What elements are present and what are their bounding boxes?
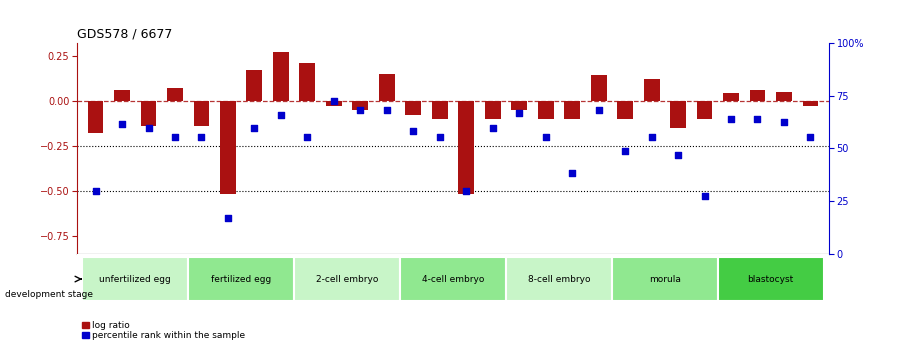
Point	[698, 193, 712, 199]
Bar	[723, 93, 739, 101]
Text: 4-cell embryo: 4-cell embryo	[422, 275, 484, 284]
Bar	[294, 257, 400, 301]
Point	[644, 134, 659, 139]
Bar	[485, 101, 501, 119]
Bar	[326, 101, 342, 106]
Bar	[88, 101, 103, 133]
Point	[406, 128, 420, 134]
Point	[300, 134, 314, 139]
Point	[486, 125, 500, 130]
Bar	[194, 101, 209, 126]
Point	[776, 119, 791, 125]
Bar	[718, 257, 824, 301]
Point	[353, 107, 368, 112]
Point	[618, 148, 632, 154]
Text: 8-cell embryo: 8-cell embryo	[527, 275, 590, 284]
Bar	[405, 101, 421, 115]
Bar	[379, 74, 395, 101]
Point	[512, 110, 526, 116]
Bar	[299, 63, 315, 101]
Bar	[591, 76, 607, 101]
Bar	[670, 101, 686, 128]
Text: development stage: development stage	[5, 290, 92, 299]
Text: unfertilized egg: unfertilized egg	[100, 275, 171, 284]
Bar	[612, 257, 718, 301]
Bar	[82, 257, 188, 301]
Text: fertilized egg: fertilized egg	[211, 275, 271, 284]
Bar	[803, 101, 818, 106]
Bar	[749, 90, 766, 101]
Bar	[564, 101, 580, 119]
Bar	[114, 90, 130, 101]
Point	[141, 125, 156, 130]
Legend: log ratio, percentile rank within the sample: log ratio, percentile rank within the sa…	[82, 321, 246, 341]
Point	[326, 98, 341, 104]
Point	[538, 134, 553, 139]
Bar	[458, 101, 474, 194]
Bar	[538, 101, 554, 119]
Bar	[432, 101, 448, 119]
Point	[565, 170, 580, 175]
Bar	[352, 101, 368, 110]
Point	[168, 134, 182, 139]
Bar	[273, 52, 289, 101]
Text: morula: morula	[649, 275, 680, 284]
Point	[221, 215, 236, 220]
Point	[804, 134, 818, 139]
Bar	[643, 79, 660, 101]
Point	[88, 188, 102, 193]
Point	[247, 125, 262, 130]
Bar	[167, 88, 183, 101]
Point	[194, 134, 208, 139]
Point	[115, 121, 130, 127]
Point	[670, 152, 685, 157]
Bar	[140, 101, 157, 126]
Point	[274, 112, 288, 118]
Bar	[220, 101, 236, 194]
Bar	[188, 257, 294, 301]
Point	[750, 116, 765, 121]
Text: blastocyst: blastocyst	[747, 275, 794, 284]
Text: GDS578 / 6677: GDS578 / 6677	[77, 28, 172, 41]
Bar	[511, 101, 527, 110]
Text: 2-cell embryo: 2-cell embryo	[316, 275, 379, 284]
Bar	[246, 70, 263, 101]
Point	[459, 188, 474, 193]
Bar	[506, 257, 612, 301]
Point	[592, 107, 606, 112]
Bar	[400, 257, 506, 301]
Point	[380, 107, 394, 112]
Point	[724, 116, 738, 121]
Bar	[697, 101, 712, 119]
Bar	[776, 92, 792, 101]
Point	[432, 134, 447, 139]
Bar	[617, 101, 633, 119]
